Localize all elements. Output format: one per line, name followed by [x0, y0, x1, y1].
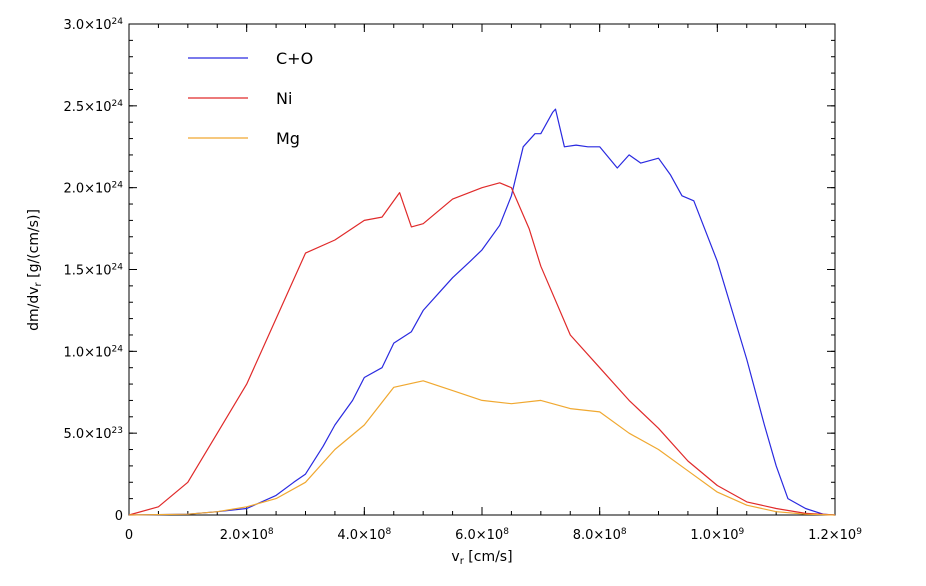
series-line-ni: [128, 182, 836, 516]
x-tick-label-mantissa: 1.0×10: [690, 528, 738, 543]
y-tick-label-exponent: 24: [112, 17, 124, 27]
x-tick-label: 6.0×108: [455, 527, 509, 543]
y-axis-label-sub: r: [33, 281, 44, 286]
x-tick-label-exponent: 8: [268, 527, 274, 537]
series-layer: [128, 108, 836, 516]
x-tick-label-mantissa: 2.0×10: [220, 528, 268, 543]
y-tick-label-mantissa: 1.5×10: [63, 264, 111, 279]
series-line-mg: [128, 380, 836, 516]
y-tick-label-mantissa: 5.0×10: [63, 427, 111, 442]
x-tick-label-mantissa: 4.0×10: [337, 528, 385, 543]
y-tick-label: 1.5×1024: [63, 263, 123, 279]
y-axis-label: dm/dvr [g/(cm/s)]: [26, 209, 44, 331]
x-axis-label: vr [cm/s]: [451, 549, 512, 567]
x-tick-label-mantissa: 6.0×10: [455, 528, 503, 543]
y-axis-label-unit: [g/(cm/s)]: [26, 209, 42, 282]
x-tick-label-mantissa: 8.0×10: [573, 528, 621, 543]
x-tick-label-exponent: 8: [503, 527, 509, 537]
y-tick-label-mantissa: 2.5×10: [63, 100, 111, 115]
x-tick-label-exponent: 8: [386, 527, 392, 537]
legend-label: Ni: [276, 89, 292, 108]
x-tick-label: 4.0×108: [337, 527, 391, 543]
y-tick-label-exponent: 24: [112, 344, 124, 354]
y-tick-label: 2.0×1024: [63, 181, 123, 197]
y-tick-label: 2.5×1024: [63, 99, 123, 115]
y-tick-label-mantissa: 2.0×10: [63, 182, 111, 197]
y-tick-label: 5.0×1023: [63, 426, 123, 442]
y-tick-label: 1.0×1024: [63, 344, 123, 360]
legend-label: C+O: [276, 49, 313, 68]
y-tick-label-exponent: 24: [112, 99, 124, 109]
x-tick-label: 8.0×108: [573, 527, 627, 543]
y-tick-label-mantissa: 0: [115, 509, 123, 524]
y-tick-label: 3.0×1024: [63, 17, 123, 33]
x-tick-label-mantissa: 1.2×10: [808, 528, 856, 543]
x-tick-label-exponent: 9: [739, 527, 745, 537]
y-tick-label-exponent: 24: [112, 263, 124, 273]
y-axis: 05.0×10231.0×10241.5×10242.0×10242.5×102…: [63, 17, 835, 524]
x-tick-label-mantissa: 0: [125, 528, 133, 543]
y-tick-label-exponent: 23: [112, 426, 123, 436]
y-tick-label-mantissa: 1.0×10: [63, 345, 111, 360]
y-tick-label: 0: [115, 509, 123, 524]
x-axis-label-unit: [cm/s]: [464, 549, 513, 565]
x-axis-label-sub: r: [460, 556, 465, 567]
x-tick-label-exponent: 9: [856, 527, 862, 537]
x-tick-label: 0: [125, 528, 133, 543]
x-tick-label: 1.0×109: [690, 527, 744, 543]
y-axis-label-main: dm/dv: [26, 286, 42, 330]
y-tick-label-exponent: 24: [112, 181, 124, 191]
legend: C+O Ni Mg: [188, 49, 313, 148]
series-line-c-o: [128, 108, 836, 516]
x-axis: 0 2.0×108 4.0×108 6.0×108 8.0×108 1.0×109 1.2×…: [125, 24, 862, 543]
x-tick-label: 2.0×108: [220, 527, 274, 543]
x-tick-label: 1.2×109: [808, 527, 862, 543]
y-tick-label-mantissa: 3.0×10: [63, 18, 111, 33]
x-axis-label-main: v: [451, 549, 459, 565]
x-tick-label-exponent: 8: [621, 527, 627, 537]
legend-label: Mg: [276, 129, 300, 148]
